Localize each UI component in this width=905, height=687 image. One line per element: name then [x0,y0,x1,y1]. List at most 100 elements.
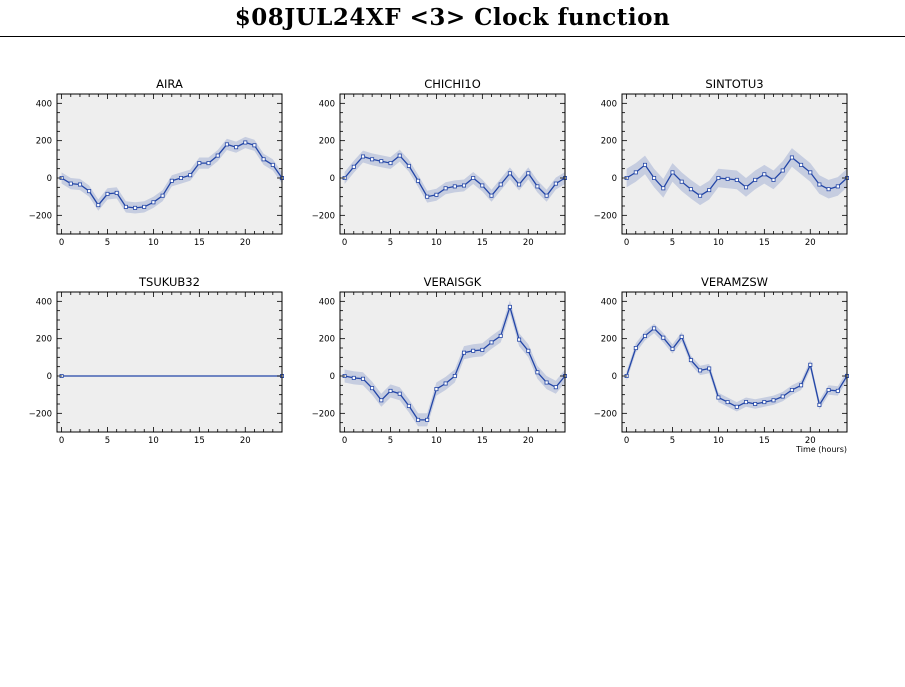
x-tick-label: 0 [342,436,347,446]
data-point [716,175,721,180]
x-tick-label: 20 [805,436,816,446]
data-point [379,159,384,164]
data-point [553,385,558,390]
data-point [780,168,785,173]
y-tick-label: −200 [312,211,335,221]
panel-title: SINTOTU3 [705,77,763,91]
panel-background [57,94,282,234]
panel-title: AIRA [156,77,183,91]
data-point [498,182,503,187]
x-tick-label: 0 [624,238,629,248]
data-point [370,386,375,391]
data-point [471,175,476,180]
data-point [808,170,813,175]
y-tick-label: 0 [612,174,617,184]
x-tick-label: 5 [105,436,110,446]
y-tick-label: −200 [29,211,52,221]
data-point [224,142,229,147]
data-point [716,395,721,400]
data-point [661,335,666,340]
x-tick-label: 10 [431,436,442,446]
x-tick-label: 10 [713,238,724,248]
data-point [133,205,138,210]
data-point [707,188,712,193]
data-point [397,153,402,158]
data-point [480,183,485,188]
data-point [652,326,657,331]
data-point [789,387,794,392]
data-point [160,193,165,198]
data-point [526,171,531,176]
data-point [169,178,174,183]
y-tick-label: 200 [36,335,52,345]
data-point [114,190,119,195]
data-point [78,182,83,187]
title-rule [0,36,905,37]
axes-frame [56,291,283,433]
data-point [633,170,638,175]
data-point [425,194,430,199]
y-tick-label: 0 [330,174,335,184]
y-tick-label: −200 [312,409,335,419]
data-point [406,163,411,168]
axes-frame [621,93,848,235]
data-point [771,398,776,403]
data-point [142,204,147,209]
y-tick-label: 200 [36,137,52,147]
data-point [68,181,73,186]
y-tick-label: −200 [594,409,617,419]
panel-sintotu3: 0 5 10 15 20 −200 0 200 400 SINTOTU3 [594,77,850,248]
data-point [744,185,749,190]
data-point [443,186,448,191]
y-tick-label: 0 [47,372,52,382]
panel-aira: 0 5 10 15 20 −200 0 200 400 AIRA [29,77,284,248]
x-tick-label: 5 [105,238,110,248]
y-tick-label: 400 [319,99,335,109]
data-point [425,417,430,422]
data-point [652,175,657,180]
y-tick-label: 0 [47,174,52,184]
x-tick-label: 15 [477,436,488,446]
data-point [753,177,758,182]
data-point [535,370,540,375]
data-point [105,191,110,196]
y-tick-label: −200 [594,211,617,221]
data-point [698,368,703,373]
data-point [725,176,730,181]
data-point [351,375,356,380]
data-point [670,170,675,175]
x-tick-label: 10 [148,238,159,248]
x-tick-label: 20 [805,238,816,248]
y-tick-label: 0 [330,372,335,382]
data-point [406,403,411,408]
data-point [188,173,193,178]
data-point [725,400,730,405]
data-point [351,164,356,169]
x-tick-label: 0 [59,436,64,446]
data-point [489,340,494,345]
data-point [379,398,384,403]
y-tick-label: 200 [601,137,617,147]
page-title: $08JUL24XF <3> Clock function [234,4,671,31]
x-tick-label: 10 [431,238,442,248]
x-tick-label: 15 [194,238,205,248]
data-point [679,334,684,339]
x-tick-label: 10 [713,436,724,446]
data-point [670,346,675,351]
data-point [360,376,365,381]
x-tick-label: 15 [759,238,770,248]
data-point [679,179,684,184]
x-tick-label: 20 [240,238,251,248]
data-point [544,193,549,198]
data-point [771,177,776,182]
data-point [553,181,558,186]
x-tick-label: 5 [388,238,393,248]
data-point [461,350,466,355]
data-point [817,182,822,187]
data-point [498,333,503,338]
data-point [215,153,220,158]
panel-background [622,94,847,234]
data-point [471,348,476,353]
data-point [252,143,257,148]
